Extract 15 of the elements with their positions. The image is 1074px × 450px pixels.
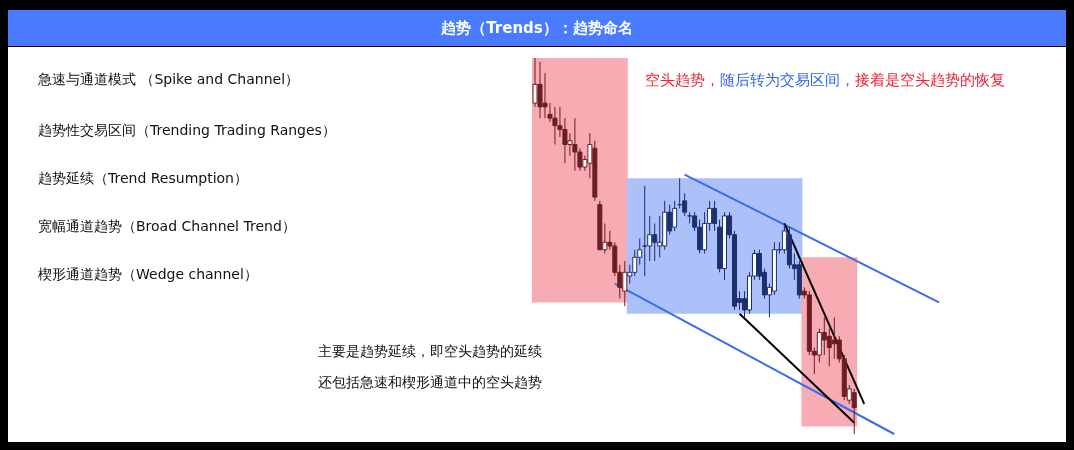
candlestick xyxy=(682,192,688,217)
annotation: 空头趋势， xyxy=(645,71,720,89)
candlestick xyxy=(851,388,857,435)
text: 宽幅通道趋势（Broad Channel Trend） xyxy=(38,218,296,234)
candlestick xyxy=(647,215,653,262)
text: 趋势延续（Trend Resumption） xyxy=(38,170,248,186)
text: 趋势性交易区间（Trending Trading Ranges） xyxy=(38,122,336,138)
annotation: 还包括急速和楔形通道中的空头趋势 xyxy=(318,374,542,390)
candlestick xyxy=(642,185,648,277)
annotation: 接着是空头趋势的恢复 xyxy=(855,71,1005,89)
text: 急速与通道模式 （Spike and Channel） xyxy=(37,71,300,87)
annotation: 主要是趋势延续，即空头趋势的延续 xyxy=(318,343,542,359)
text: 楔形通道趋势（Wedge channel） xyxy=(38,266,258,282)
chart-title: 趋势（Trends）：趋势命名 xyxy=(440,19,633,37)
annotation: 随后转为交易区间， xyxy=(720,71,855,89)
